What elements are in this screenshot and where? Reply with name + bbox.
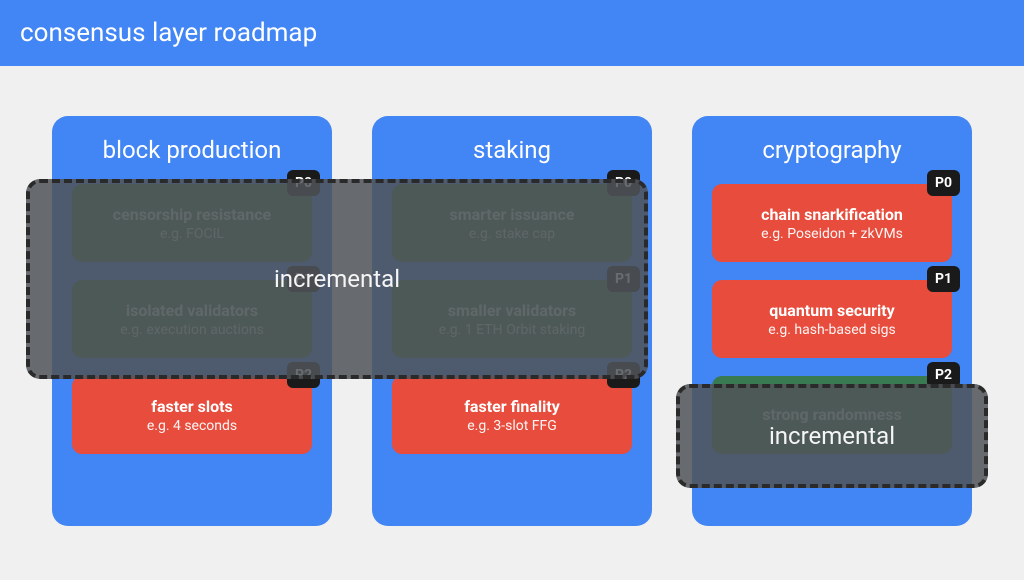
column-title: block production — [72, 136, 312, 164]
card-caption: chain snarkification — [761, 205, 903, 224]
card: P2 faster slots e.g. 4 seconds — [72, 376, 312, 454]
card-sub: e.g. 3-slot FFG — [467, 418, 557, 434]
card: P1 quantum security e.g. hash-based sigs — [712, 280, 952, 358]
overlay-incremental-right: incremental — [676, 384, 988, 488]
column-title: staking — [392, 136, 632, 164]
diagram-canvas: block production P0 censorship resistanc… — [0, 66, 1024, 578]
card-sub: e.g. Poseidon + zkVMs — [761, 226, 903, 242]
overlay-incremental-left: incremental — [26, 179, 648, 379]
card-sub: e.g. hash-based sigs — [768, 322, 895, 338]
card: P2 faster finality e.g. 3-slot FFG — [392, 376, 632, 454]
page-header: consensus layer roadmap — [0, 0, 1024, 66]
priority-badge: P0 — [927, 170, 960, 196]
overlay-label: incremental — [769, 422, 895, 450]
page-title: consensus layer roadmap — [20, 18, 317, 48]
card-caption: faster finality — [464, 397, 560, 416]
column-title: cryptography — [712, 136, 952, 164]
card: P0 chain snarkification e.g. Poseidon + … — [712, 184, 952, 262]
overlay-label: incremental — [274, 265, 400, 293]
card-sub: e.g. 4 seconds — [147, 418, 237, 434]
priority-badge: P1 — [927, 266, 960, 292]
card-caption: faster slots — [151, 397, 233, 416]
card-caption: quantum security — [769, 301, 894, 320]
